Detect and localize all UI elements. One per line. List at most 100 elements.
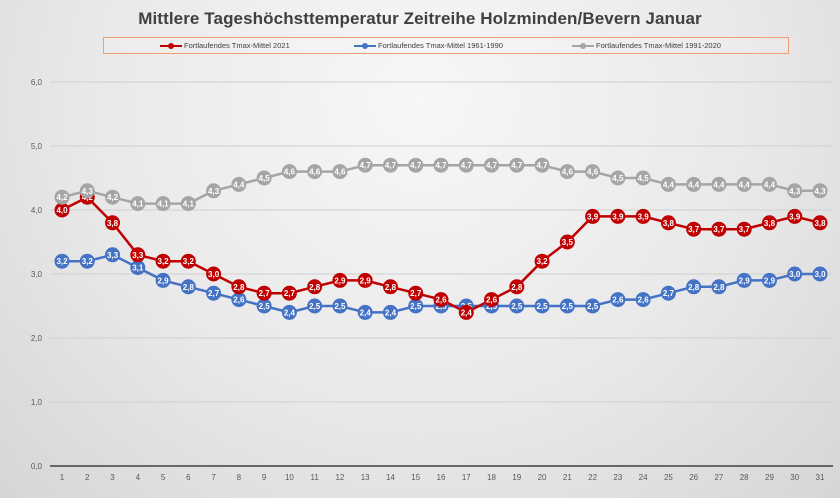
x-tick-label: 19 bbox=[512, 473, 521, 482]
data-point bbox=[54, 189, 70, 205]
data-label: 3,7 bbox=[713, 225, 725, 234]
data-label: 3,0 bbox=[208, 270, 220, 279]
y-tick-label: 2,0 bbox=[31, 334, 43, 343]
x-tick-label: 11 bbox=[311, 473, 320, 482]
data-label: 3,0 bbox=[789, 270, 801, 279]
x-tick-label: 25 bbox=[664, 473, 673, 482]
data-point bbox=[307, 298, 323, 314]
data-point bbox=[206, 183, 222, 199]
data-label: 2,8 bbox=[183, 283, 195, 292]
data-point bbox=[585, 164, 601, 180]
data-label: 3,2 bbox=[537, 257, 549, 266]
x-tick-label: 1 bbox=[60, 473, 65, 482]
data-point bbox=[812, 183, 828, 199]
data-point bbox=[155, 196, 171, 212]
data-label: 2,6 bbox=[638, 296, 650, 305]
data-point bbox=[231, 292, 247, 308]
data-point bbox=[610, 208, 626, 224]
data-label: 4,5 bbox=[259, 174, 271, 183]
data-label: 3,2 bbox=[158, 257, 170, 266]
legend-item-2021: Fortlaufendes Tmax-Mittel 2021 bbox=[160, 38, 290, 53]
data-label: 3,7 bbox=[688, 225, 700, 234]
data-point bbox=[660, 215, 676, 231]
data-label: 3,5 bbox=[562, 238, 574, 247]
y-tick-label: 3,0 bbox=[31, 270, 43, 279]
data-point bbox=[534, 253, 550, 269]
data-point bbox=[105, 215, 121, 231]
data-label: 4,3 bbox=[789, 187, 801, 196]
data-point bbox=[180, 253, 196, 269]
data-point bbox=[231, 279, 247, 295]
data-label: 4,7 bbox=[486, 161, 498, 170]
data-point bbox=[307, 279, 323, 295]
data-point bbox=[54, 202, 70, 218]
data-point bbox=[585, 208, 601, 224]
data-point bbox=[433, 157, 449, 173]
data-point bbox=[408, 285, 424, 301]
data-point bbox=[736, 272, 752, 288]
data-point bbox=[105, 189, 121, 205]
data-point bbox=[281, 285, 297, 301]
data-point bbox=[79, 183, 95, 199]
data-label: 2,7 bbox=[663, 289, 675, 298]
data-point bbox=[509, 298, 525, 314]
data-label: 4,1 bbox=[132, 200, 144, 209]
legend-label-1991-2020: Fortlaufendes Tmax-Mittel 1991-2020 bbox=[596, 41, 721, 50]
data-label: 3,3 bbox=[132, 251, 144, 260]
x-tick-label: 9 bbox=[262, 473, 267, 482]
data-label: 4,5 bbox=[612, 174, 624, 183]
x-tick-label: 22 bbox=[588, 473, 597, 482]
data-point bbox=[180, 196, 196, 212]
data-point bbox=[458, 157, 474, 173]
x-tick-label: 17 bbox=[462, 473, 471, 482]
data-label: 2,9 bbox=[334, 276, 346, 285]
data-label: 2,5 bbox=[587, 302, 599, 311]
data-point bbox=[180, 279, 196, 295]
data-point bbox=[711, 221, 727, 237]
data-point bbox=[332, 298, 348, 314]
data-label: 4,3 bbox=[208, 187, 220, 196]
data-label: 2,4 bbox=[284, 308, 296, 317]
data-label: 2,4 bbox=[360, 308, 372, 317]
data-point bbox=[660, 285, 676, 301]
data-point bbox=[206, 285, 222, 301]
data-point bbox=[559, 298, 575, 314]
data-point bbox=[382, 157, 398, 173]
data-point bbox=[155, 272, 171, 288]
data-point bbox=[408, 157, 424, 173]
data-label: 4,0 bbox=[56, 206, 68, 215]
x-tick-label: 7 bbox=[211, 473, 216, 482]
chart-title: Mittlere Tageshöchsttemperatur Zeitreihe… bbox=[138, 9, 702, 28]
legend-marker-1961-1990 bbox=[354, 42, 376, 49]
data-point bbox=[382, 279, 398, 295]
x-tick-label: 31 bbox=[816, 473, 825, 482]
legend-item-1961-1990: Fortlaufendes Tmax-Mittel 1961-1990 bbox=[354, 38, 503, 53]
data-label: 3,9 bbox=[587, 212, 599, 221]
data-label: 2,5 bbox=[410, 302, 422, 311]
data-label: 2,9 bbox=[360, 276, 372, 285]
data-label: 3,3 bbox=[107, 251, 119, 260]
data-label: 2,5 bbox=[309, 302, 321, 311]
data-label: 2,8 bbox=[688, 283, 700, 292]
data-label: 4,6 bbox=[562, 168, 574, 177]
data-label: 2,8 bbox=[233, 283, 245, 292]
x-tick-label: 24 bbox=[639, 473, 648, 482]
data-point bbox=[382, 304, 398, 320]
data-point bbox=[686, 176, 702, 192]
data-point bbox=[332, 272, 348, 288]
data-label: 3,8 bbox=[107, 219, 119, 228]
data-point bbox=[787, 183, 803, 199]
data-point bbox=[761, 215, 777, 231]
data-label: 4,4 bbox=[713, 180, 725, 189]
y-tick-label: 6,0 bbox=[31, 78, 43, 87]
data-label: 3,0 bbox=[814, 270, 826, 279]
data-point bbox=[711, 176, 727, 192]
data-point bbox=[736, 176, 752, 192]
data-point bbox=[787, 266, 803, 282]
legend: Fortlaufendes Tmax-Mittel 2021 Fortlaufe… bbox=[103, 37, 789, 54]
x-tick-label: 28 bbox=[740, 473, 749, 482]
data-point bbox=[256, 298, 272, 314]
y-tick-label: 0,0 bbox=[31, 462, 43, 471]
data-label: 2,9 bbox=[158, 276, 170, 285]
data-label: 2,5 bbox=[511, 302, 523, 311]
